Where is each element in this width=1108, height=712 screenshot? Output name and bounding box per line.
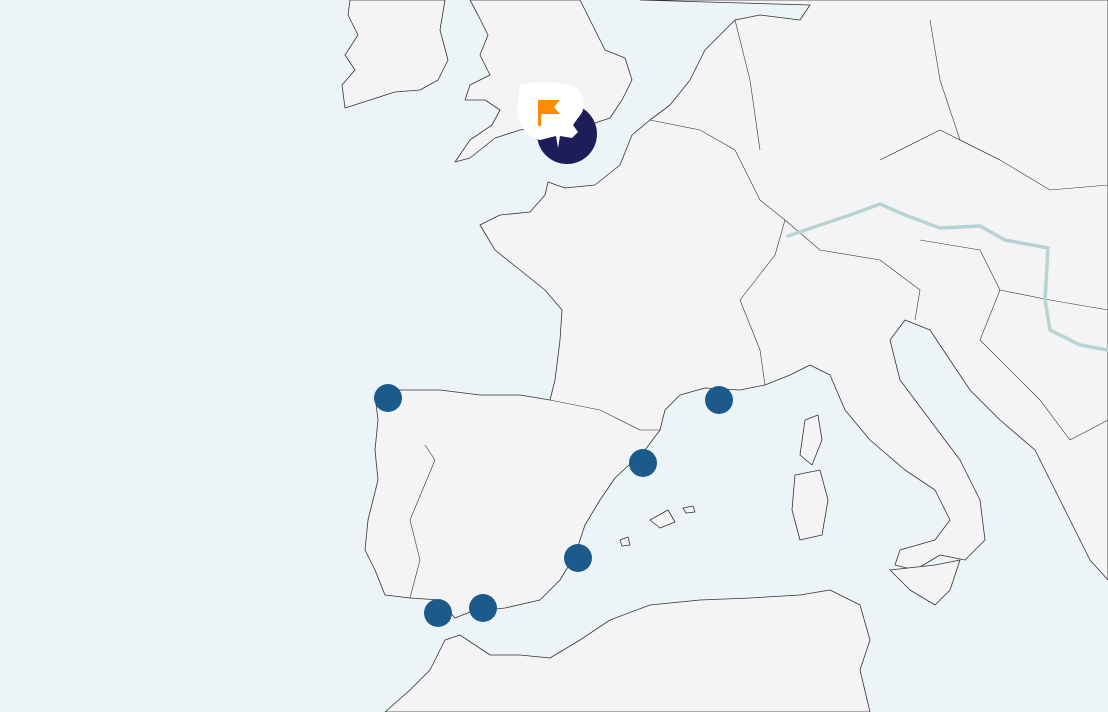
- marker-highlight: [517, 82, 584, 148]
- danube-river: [786, 202, 1108, 352]
- map-marker-a-coruna[interactable]: [374, 384, 402, 412]
- map-marker-valencia[interactable]: [564, 544, 592, 572]
- selected-marker[interactable]: [517, 82, 597, 164]
- borders: [409, 19, 1108, 599]
- markers: [374, 384, 733, 627]
- land: [341, 0, 1108, 712]
- map-marker-algeciras[interactable]: [424, 599, 452, 627]
- flag-icon: [538, 100, 560, 126]
- map-marker-nice[interactable]: [705, 386, 733, 414]
- map-marker-malaga[interactable]: [469, 594, 497, 622]
- map-marker-barcelona[interactable]: [629, 449, 657, 477]
